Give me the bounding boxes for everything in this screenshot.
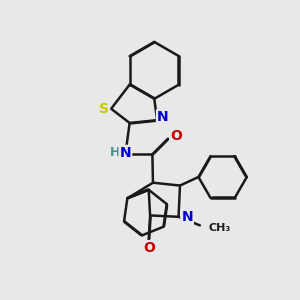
Text: N: N [120,146,131,160]
Text: CH₃: CH₃ [208,223,231,233]
Text: S: S [99,102,109,116]
Text: H: H [110,146,120,159]
Text: O: O [143,241,154,255]
Text: N: N [181,210,193,224]
Text: O: O [171,129,182,143]
Text: N: N [157,110,169,124]
